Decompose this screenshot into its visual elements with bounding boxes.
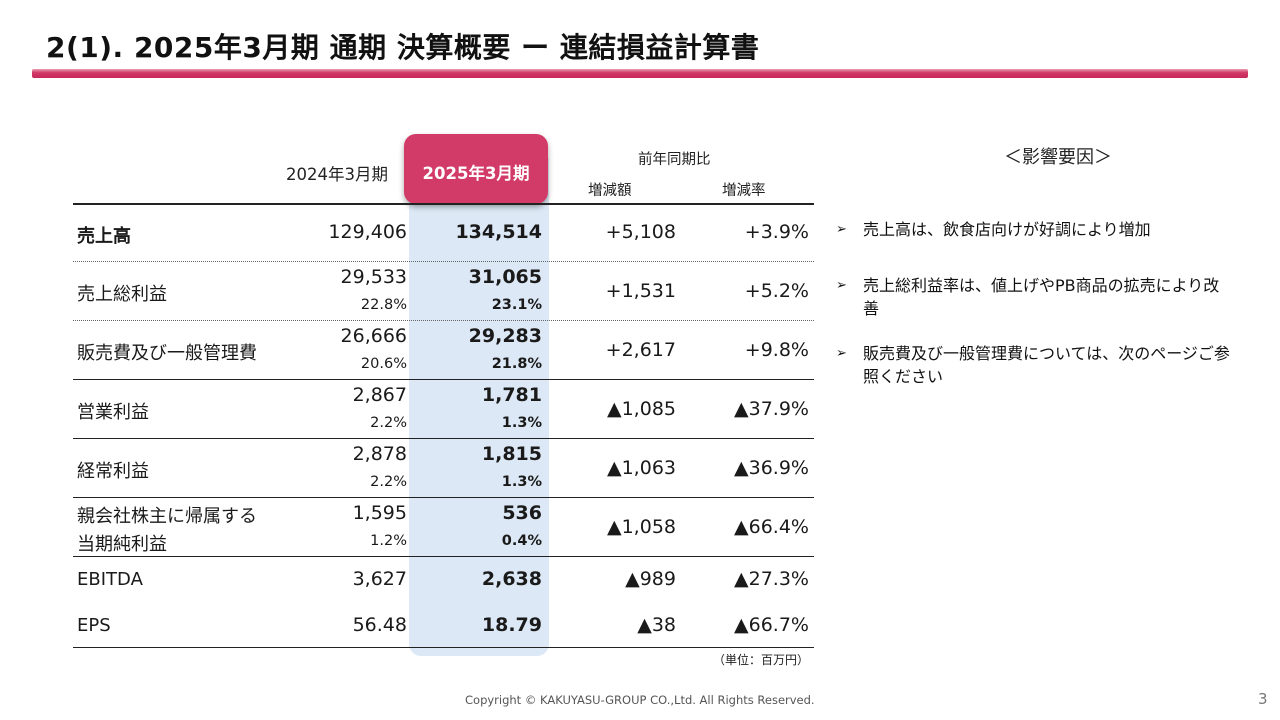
row-label: 売上総利益 bbox=[77, 284, 167, 305]
rate-value: +9.8% bbox=[744, 339, 809, 361]
prev-ratio: 2.2% bbox=[370, 415, 407, 431]
copyright-notice: Copyright © KAKUYASU-GROUP CO.,Ltd. All … bbox=[465, 693, 815, 707]
factors-title: ＜影響要因＞ bbox=[1004, 147, 1112, 168]
diff-header: 増減額 bbox=[588, 183, 632, 199]
curr-value: 1,781 bbox=[481, 384, 542, 406]
diff-value: ▲1,063 bbox=[606, 457, 676, 479]
rate-value: ▲66.4% bbox=[734, 516, 809, 538]
row-label-line2: 当期純利益 bbox=[77, 534, 167, 555]
prev-ratio: 20.6% bbox=[360, 356, 407, 372]
curr-value: 31,065 bbox=[468, 266, 542, 288]
row-label: EPS bbox=[77, 615, 111, 636]
rate-header: 増減率 bbox=[722, 183, 766, 199]
arrow-bullet-icon: ➢ bbox=[836, 278, 847, 293]
page-number: 3 bbox=[1258, 690, 1268, 708]
row-divider bbox=[73, 261, 814, 262]
page-title: 2(1). 2025年3月期 通期 決算概要 ー 連結損益計算書 bbox=[46, 31, 760, 64]
arrow-bullet-icon: ➢ bbox=[836, 222, 847, 237]
curr-ratio: 23.1% bbox=[491, 297, 542, 313]
prev-value: 2,878 bbox=[352, 443, 407, 465]
factor-text: 売上高は、飲食店向けが好調により増加 bbox=[863, 220, 1151, 239]
curr-value: 2,638 bbox=[481, 568, 542, 590]
factor-text: 販売費及び一般管理費については、次のページご参照ください bbox=[863, 344, 1230, 386]
current-year-header: 2025年3月期 bbox=[404, 134, 548, 204]
prev-value: 3,627 bbox=[352, 568, 407, 590]
current-year-column-highlight bbox=[409, 158, 549, 656]
curr-ratio: 21.8% bbox=[491, 356, 542, 372]
prev-value: 29,533 bbox=[340, 266, 407, 288]
prev-year-header: 2024年3月期 bbox=[286, 165, 388, 184]
row-label: 売上高 bbox=[77, 226, 131, 247]
curr-value: 18.79 bbox=[481, 614, 542, 636]
prev-value: 2,867 bbox=[352, 384, 407, 406]
title-underline bbox=[32, 69, 1248, 78]
rate-value: ▲36.9% bbox=[734, 457, 809, 479]
arrow-bullet-icon: ➢ bbox=[836, 346, 847, 361]
curr-ratio: 1.3% bbox=[501, 474, 542, 490]
rate-value: ▲37.9% bbox=[734, 398, 809, 420]
prev-value: 129,406 bbox=[328, 221, 407, 243]
curr-value: 29,283 bbox=[468, 325, 542, 347]
rate-value: ▲66.7% bbox=[734, 614, 809, 636]
current-year-header-label: 2025年3月期 bbox=[422, 164, 530, 183]
row-label: 販売費及び一般管理費 bbox=[77, 343, 257, 364]
rate-value: +5.2% bbox=[744, 280, 809, 302]
unit-note: （単位：百万円） bbox=[712, 653, 809, 667]
row-label: 経常利益 bbox=[77, 461, 149, 482]
factor-text: 売上総利益率は、値上げやPB商品の拡売により改善 bbox=[863, 276, 1220, 318]
prev-value: 1,595 bbox=[352, 502, 407, 524]
curr-value: 536 bbox=[502, 502, 542, 524]
rate-value: +3.9% bbox=[744, 221, 809, 243]
diff-value: +1,531 bbox=[605, 280, 676, 302]
row-divider bbox=[73, 379, 814, 380]
row-label: 親会社株主に帰属する bbox=[77, 506, 257, 527]
prev-ratio: 2.2% bbox=[370, 474, 407, 490]
rate-value: ▲27.3% bbox=[734, 568, 809, 590]
table-top-rule bbox=[73, 203, 814, 205]
row-divider bbox=[73, 320, 814, 321]
row-divider bbox=[73, 556, 814, 557]
prev-value: 56.48 bbox=[352, 614, 407, 636]
curr-ratio: 0.4% bbox=[501, 533, 542, 549]
diff-value: ▲1,058 bbox=[606, 516, 676, 538]
curr-ratio: 1.3% bbox=[501, 415, 542, 431]
row-label: EBITDA bbox=[77, 569, 143, 590]
curr-value: 134,514 bbox=[455, 221, 542, 243]
table-bottom-rule bbox=[73, 647, 814, 648]
diff-value: +5,108 bbox=[605, 221, 676, 243]
diff-value: ▲989 bbox=[625, 568, 676, 590]
row-divider bbox=[73, 497, 814, 498]
prev-value: 26,666 bbox=[340, 325, 407, 347]
row-divider bbox=[73, 438, 814, 439]
diff-value: ▲1,085 bbox=[606, 398, 676, 420]
curr-value: 1,815 bbox=[481, 443, 542, 465]
diff-value: +2,617 bbox=[605, 339, 676, 361]
diff-value: ▲38 bbox=[637, 614, 676, 636]
prev-ratio: 22.8% bbox=[360, 297, 407, 313]
prev-ratio: 1.2% bbox=[370, 533, 407, 549]
row-label: 営業利益 bbox=[77, 402, 149, 423]
yoy-group-header: 前年同期比 bbox=[638, 152, 711, 168]
